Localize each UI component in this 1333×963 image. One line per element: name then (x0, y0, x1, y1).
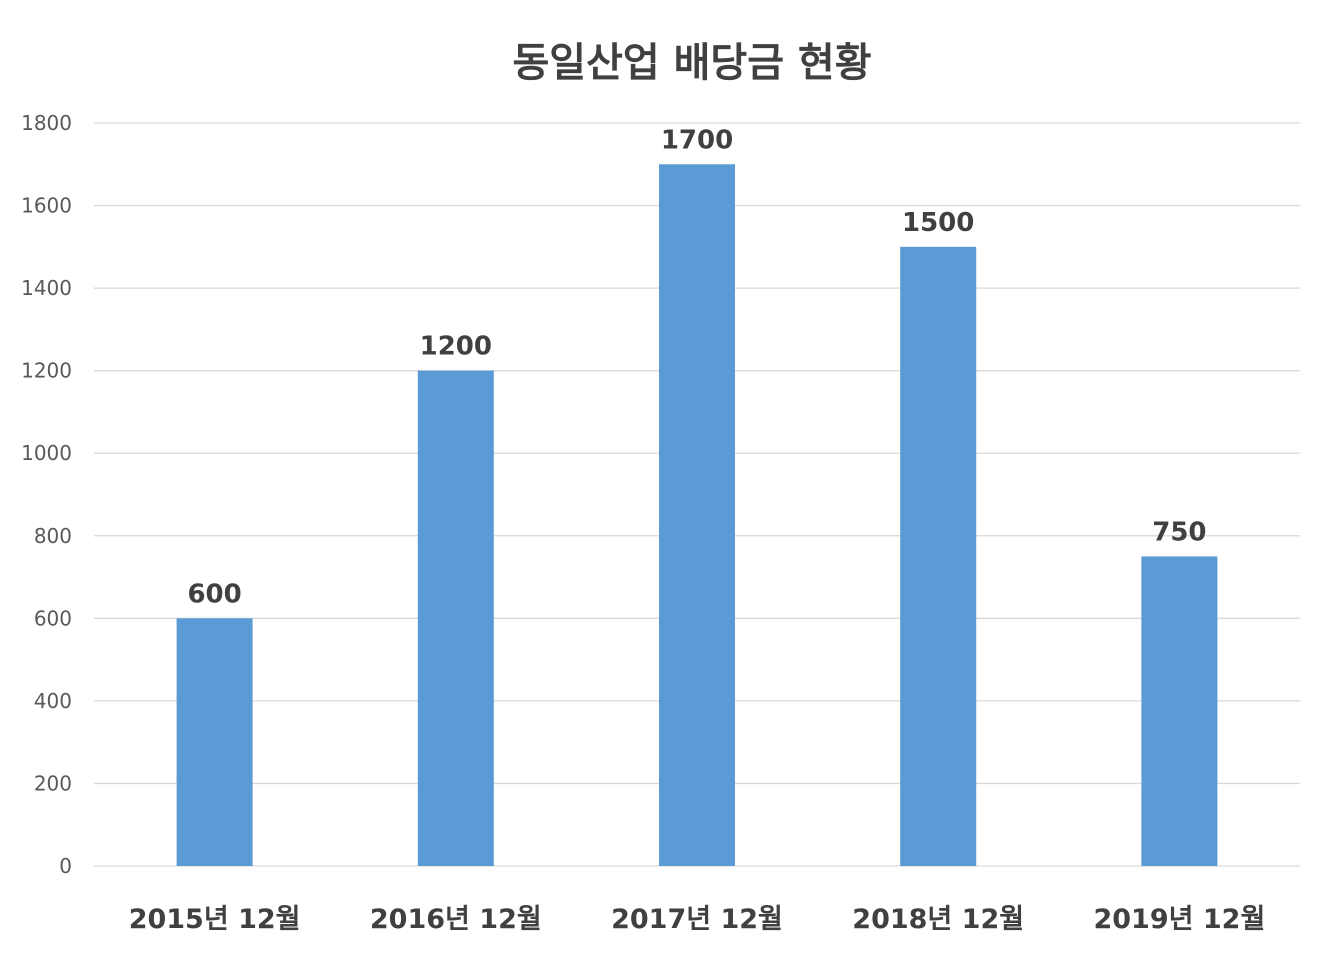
y-tick-label: 200 (34, 771, 72, 795)
y-tick-label: 0 (59, 854, 72, 878)
x-tick-label: 2016년 12월 (370, 904, 542, 935)
y-tick-label: 600 (34, 606, 72, 630)
y-tick-label: 1200 (21, 359, 72, 383)
bar (1141, 556, 1218, 866)
bars (176, 164, 1218, 867)
x-tick-label: 2015년 12월 (129, 904, 301, 935)
x-axis-ticks: 2015년 12월 2016년 12월 2017년 12월 2018년 12월 2019… (129, 904, 1266, 935)
data-label: 1200 (420, 332, 492, 362)
chart-title: 동일산업 배당금 현황 (512, 40, 871, 86)
y-tick-label: 800 (34, 524, 72, 548)
y-tick-label: 1400 (21, 276, 72, 300)
bar (417, 370, 494, 866)
bar (900, 246, 977, 867)
y-axis-ticks: 0 200 400 600 800 1000 1200 1400 1600 1800 (21, 111, 72, 878)
x-tick-label: 2019년 12월 (1093, 904, 1265, 935)
y-tick-label: 1000 (21, 441, 72, 465)
data-label: 750 (1152, 517, 1206, 547)
data-label: 600 (187, 579, 241, 609)
data-label: 1500 (902, 208, 974, 238)
data-label: 1700 (661, 125, 733, 155)
x-tick-label: 2017년 12월 (611, 904, 783, 935)
x-tick-label: 2018년 12월 (852, 904, 1024, 935)
y-tick-label: 1800 (21, 111, 72, 135)
data-labels: 600 1200 1700 1500 750 (187, 125, 1206, 609)
y-tick-label: 1600 (21, 194, 72, 218)
y-tick-label: 400 (34, 689, 72, 713)
bar (176, 618, 253, 866)
bar (659, 164, 735, 866)
